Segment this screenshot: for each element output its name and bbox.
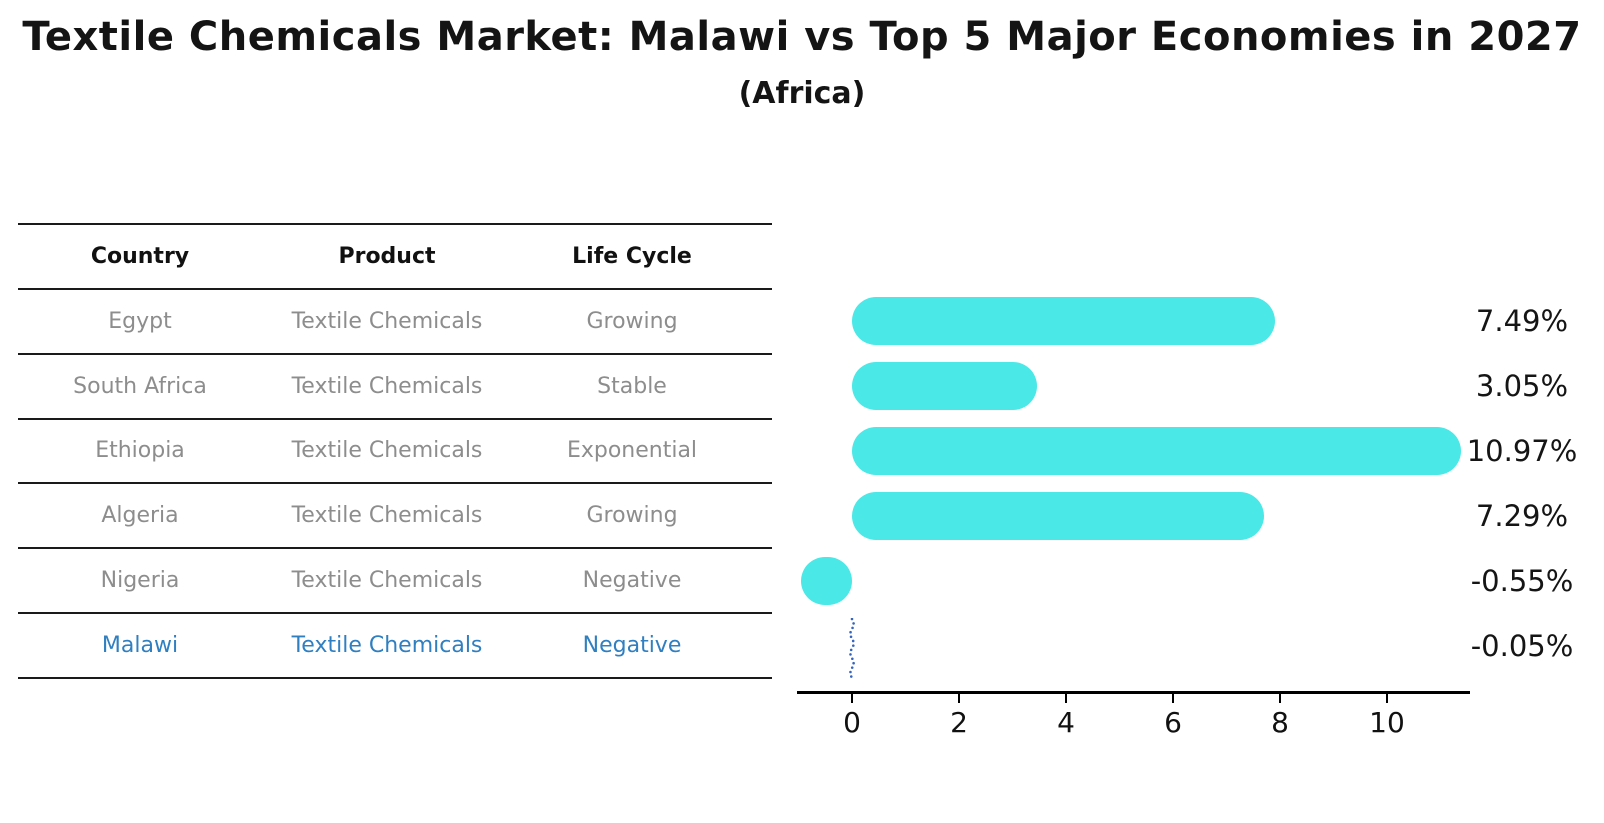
x-axis-tick (851, 694, 853, 703)
cell-product: Textile Chemicals (291, 503, 483, 529)
x-axis-tick-label: 8 (1271, 706, 1289, 739)
cell-product: Textile Chemicals (291, 568, 483, 594)
x-axis-tick (1386, 694, 1388, 703)
cell-life-cycle: Growing (586, 308, 678, 334)
x-axis-tick-label: 0 (843, 706, 861, 739)
bar-nigeria (800, 556, 852, 605)
col-header-life-cycle: Life Cycle (572, 243, 692, 269)
x-axis-tick (1065, 694, 1067, 703)
cell-product: Textile Chemicals (291, 373, 483, 399)
cell-product: Textile Chemicals (291, 438, 483, 464)
cell-country: Egypt (108, 308, 172, 334)
table-header-row: Country Product Life Cycle (18, 225, 772, 290)
bar-south-africa (852, 361, 1038, 410)
cell-country: South Africa (73, 373, 207, 399)
value-label-south-africa: 3.05% (1475, 368, 1569, 403)
value-label-malawi: -0.05% (1470, 628, 1574, 663)
cell-life-cycle: Exponential (566, 438, 698, 464)
bar-ethiopia (852, 426, 1461, 475)
table-row: Egypt Textile Chemicals Growing (18, 290, 772, 355)
x-axis-tick-label: 6 (1164, 706, 1182, 739)
value-label-nigeria: -0.55% (1470, 563, 1574, 598)
value-label-egypt: 7.49% (1475, 303, 1569, 338)
cell-life-cycle: Growing (586, 503, 678, 529)
cell-country: Malawi (101, 632, 179, 658)
col-header-product: Product (338, 243, 436, 269)
table-row-malawi: Malawi Textile Chemicals Negative (18, 614, 772, 679)
x-axis-tick (1279, 694, 1281, 703)
cell-life-cycle: Stable (597, 373, 667, 399)
x-axis-tick (1172, 694, 1174, 703)
bar-egypt (852, 296, 1275, 345)
table-row: Ethiopia Textile Chemicals Exponential (18, 420, 772, 485)
table-row: South Africa Textile Chemicals Stable (18, 355, 772, 420)
cell-product: Textile Chemicals (291, 632, 483, 658)
value-label-algeria: 7.29% (1475, 498, 1569, 533)
x-axis-line (797, 691, 1470, 694)
x-axis-tick-label: 2 (950, 706, 968, 739)
cell-life-cycle: Negative (582, 568, 682, 594)
cell-country: Nigeria (100, 568, 180, 594)
malawi-squiggle-marker (849, 617, 855, 678)
cell-life-cycle: Negative (582, 632, 682, 658)
bar-algeria (852, 491, 1264, 540)
table-row: Algeria Textile Chemicals Growing (18, 484, 772, 550)
x-axis-tick (958, 694, 960, 703)
country-table: Country Product Life Cycle Egypt Textile… (18, 223, 772, 679)
x-axis-tick-label: 4 (1057, 706, 1075, 739)
col-header-country: Country (90, 243, 190, 269)
x-axis-tick-label: 10 (1369, 706, 1405, 739)
page-subtitle: (Africa) (738, 76, 866, 111)
cell-product: Textile Chemicals (291, 308, 483, 334)
cell-country: Algeria (101, 503, 179, 529)
table-row: Nigeria Textile Chemicals Negative (18, 549, 772, 615)
value-label-ethiopia: 10.97% (1466, 433, 1578, 468)
cell-country: Ethiopia (95, 438, 185, 464)
page-title: Textile Chemicals Market: Malawi vs Top … (22, 14, 1582, 60)
